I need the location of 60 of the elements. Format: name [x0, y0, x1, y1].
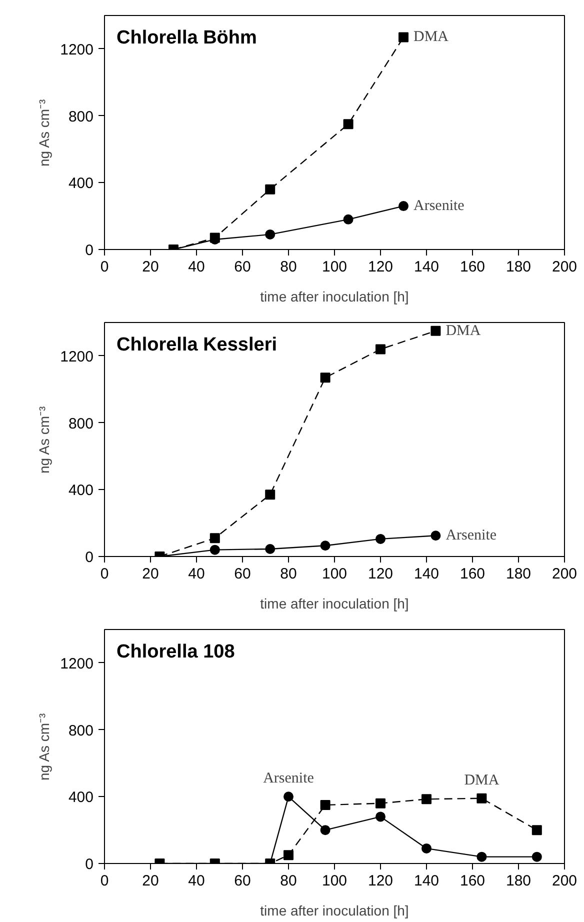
series-label: DMA — [446, 322, 481, 339]
x-tick-label: 180 — [506, 566, 532, 582]
series-label: Arsenite — [414, 198, 465, 214]
x-axis-title: time after inoculation [h] — [260, 902, 409, 918]
x-tick-label: 20 — [142, 872, 159, 890]
x-tick-label: 180 — [506, 258, 532, 276]
x-tick-label: 180 — [506, 872, 532, 890]
x-tick-label: 160 — [460, 566, 486, 582]
y-tick-label: 400 — [68, 789, 94, 806]
text: Chlorella Kessleri — [116, 334, 278, 356]
x-tick-label: 40 — [188, 872, 205, 890]
x-tick-label: 140 — [414, 872, 440, 890]
text: Chlorella Böhm — [116, 28, 257, 48]
x-tick-label: 20 — [142, 258, 159, 276]
y-tick-label: 1200 — [60, 655, 94, 672]
y-tick-label: 0 — [85, 549, 94, 566]
y-tick-label: 0 — [85, 242, 94, 259]
x-tick-label: 80 — [280, 872, 297, 890]
x-tick-label: 140 — [414, 566, 440, 582]
y-tick-label: 800 — [68, 722, 94, 740]
y-tick-label: 1200 — [60, 41, 94, 58]
x-axis-title: time after inoculation [h] — [260, 596, 409, 612]
x-tick-label: 40 — [188, 566, 205, 582]
x-tick-label: 200 — [552, 872, 578, 890]
text: Chlorella 108 — [116, 642, 235, 662]
x-tick-label: 120 — [368, 566, 394, 582]
series-label: Arsenite — [263, 770, 314, 787]
x-tick-label: 0 — [100, 872, 109, 890]
x-tick-label: 100 — [322, 566, 348, 582]
y-axis-title: ng As cm⁻³ — [36, 712, 52, 781]
x-tick-label: 0 — [100, 258, 109, 276]
x-tick-label: 40 — [188, 258, 205, 276]
y-tick-label: 0 — [85, 856, 94, 873]
x-tick-label: 160 — [460, 872, 486, 890]
x-tick-label: 200 — [552, 258, 578, 276]
y-axis-title: ng As cm⁻³ — [36, 406, 52, 474]
x-tick-label: 120 — [368, 872, 394, 890]
x-tick-label: 160 — [460, 258, 486, 276]
y-tick-label: 800 — [68, 415, 94, 432]
x-tick-label: 0 — [100, 566, 109, 582]
x-tick-label: 100 — [322, 258, 348, 276]
y-axis-title: ng As cm⁻³ — [36, 98, 52, 167]
x-tick-label: 60 — [234, 872, 251, 890]
x-tick-label: 80 — [280, 566, 297, 582]
series-label: DMA — [414, 29, 449, 46]
y-tick-label: 400 — [68, 482, 94, 500]
x-tick-label: 80 — [280, 258, 297, 276]
x-tick-label: 60 — [234, 566, 251, 582]
y-tick-label: 1200 — [60, 348, 94, 366]
x-tick-label: 60 — [234, 258, 251, 276]
series-label: Arsenite — [446, 528, 497, 544]
y-tick-label: 400 — [68, 175, 94, 192]
x-tick-label: 140 — [414, 258, 440, 276]
x-tick-label: 200 — [552, 566, 578, 582]
x-tick-label: 20 — [142, 566, 159, 582]
series-label: DMA — [464, 772, 500, 788]
y-tick-label: 800 — [68, 108, 94, 126]
x-axis-title: time after inoculation [h] — [260, 288, 409, 304]
x-tick-label: 100 — [322, 872, 348, 890]
x-tick-label: 120 — [368, 258, 394, 276]
